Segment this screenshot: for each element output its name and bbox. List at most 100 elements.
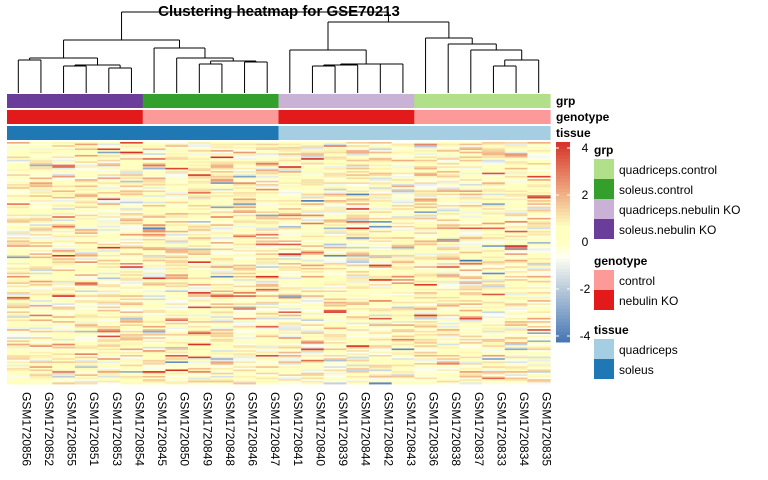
heatmap-cell bbox=[527, 358, 551, 361]
heatmap-cell bbox=[414, 308, 438, 311]
heatmap-cell bbox=[7, 208, 31, 211]
heatmap-cell bbox=[29, 261, 53, 264]
heatmap-cell bbox=[29, 180, 53, 183]
heatmap-cell bbox=[346, 221, 370, 224]
heatmap-cell bbox=[369, 261, 393, 264]
heatmap-cell bbox=[391, 251, 415, 254]
heatmap-cell bbox=[346, 277, 370, 280]
heatmap-cell bbox=[120, 206, 144, 209]
heatmap-cell bbox=[165, 283, 189, 286]
heatmap-cell bbox=[323, 188, 347, 191]
heatmap-cell bbox=[436, 324, 461, 327]
heatmap-cell bbox=[29, 351, 53, 354]
heatmap-cell bbox=[165, 208, 189, 211]
heatmap-cell bbox=[436, 343, 461, 346]
heatmap-cell bbox=[255, 345, 280, 348]
heatmap-cell bbox=[436, 146, 461, 149]
annotation-cell-genotype bbox=[278, 110, 302, 124]
heatmap-cell bbox=[188, 216, 212, 219]
heatmap-cell bbox=[369, 209, 393, 212]
heatmap-cell bbox=[52, 256, 76, 259]
heatmap-cell bbox=[255, 238, 280, 241]
heatmap-cell bbox=[278, 348, 302, 351]
heatmap-cell bbox=[29, 206, 53, 209]
heatmap-cell bbox=[527, 292, 551, 295]
heatmap-cell bbox=[7, 290, 31, 293]
annotation-cell-grp bbox=[301, 94, 325, 108]
heatmap-cell bbox=[210, 298, 234, 301]
heatmap-cell bbox=[52, 221, 76, 224]
heatmap-cell bbox=[504, 324, 528, 327]
heatmap-cell bbox=[414, 382, 438, 385]
heatmap-cell bbox=[52, 269, 76, 272]
heatmap-cell bbox=[52, 240, 76, 243]
heatmap-cell bbox=[527, 150, 551, 153]
heatmap-cell bbox=[165, 142, 189, 145]
heatmap-cell bbox=[414, 243, 438, 246]
heatmap-cell bbox=[414, 311, 438, 314]
heatmap-cell bbox=[97, 345, 121, 348]
heatmap-cell bbox=[165, 330, 189, 333]
heatmap-cell bbox=[142, 375, 166, 378]
heatmap-cell bbox=[436, 279, 461, 282]
heatmap-cell bbox=[391, 338, 415, 341]
heatmap-cell bbox=[188, 242, 212, 245]
heatmap-cell bbox=[504, 271, 528, 274]
heatmap-cell bbox=[369, 259, 393, 262]
heatmap-cell bbox=[414, 229, 438, 232]
heatmap-cell bbox=[142, 308, 166, 311]
heatmap-cell bbox=[74, 361, 99, 364]
heatmap-cell bbox=[210, 330, 234, 333]
heatmap-cell bbox=[255, 159, 280, 162]
heatmap-cell bbox=[278, 214, 302, 217]
heatmap-cell bbox=[97, 285, 121, 288]
heatmap-cell bbox=[233, 316, 257, 319]
heatmap-cell bbox=[7, 371, 31, 374]
heatmap-cell bbox=[391, 280, 415, 283]
heatmap-cell bbox=[52, 182, 76, 185]
heatmap-cell bbox=[255, 179, 280, 182]
heatmap-cell bbox=[527, 327, 551, 330]
heatmap-cell bbox=[414, 346, 438, 349]
heatmap-cell bbox=[7, 185, 31, 188]
heatmap-cell bbox=[301, 201, 325, 204]
heatmap-cell bbox=[414, 335, 438, 338]
heatmap-cell bbox=[414, 290, 438, 293]
heatmap-cell bbox=[255, 266, 280, 269]
heatmap-cell bbox=[414, 269, 438, 272]
heatmap-cell bbox=[482, 158, 506, 161]
heatmap-cell bbox=[7, 282, 31, 285]
heatmap-cell bbox=[97, 151, 121, 154]
heatmap-cell bbox=[414, 203, 438, 206]
heatmap-cell bbox=[278, 200, 302, 203]
heatmap-cell bbox=[323, 208, 347, 211]
heatmap-cell bbox=[414, 166, 438, 169]
heatmap-cell bbox=[369, 327, 393, 330]
heatmap-cell bbox=[142, 345, 166, 348]
heatmap-cell bbox=[120, 172, 144, 175]
heatmap-cell bbox=[120, 332, 144, 335]
heatmap-cell bbox=[52, 209, 76, 212]
heatmap-cell bbox=[165, 246, 189, 249]
heatmap-cell bbox=[120, 161, 144, 164]
heatmap-cell bbox=[391, 314, 415, 317]
heatmap-cell bbox=[301, 304, 325, 307]
heatmap-cell bbox=[369, 235, 393, 238]
heatmap-cell bbox=[210, 311, 234, 314]
heatmap-cell bbox=[210, 161, 234, 164]
heatmap-cell bbox=[142, 261, 166, 264]
heatmap-cell bbox=[369, 229, 393, 232]
heatmap-cell bbox=[120, 369, 144, 372]
heatmap-cell bbox=[391, 369, 415, 372]
heatmap-cell bbox=[165, 322, 189, 325]
heatmap-cell bbox=[210, 219, 234, 222]
heatmap-cell bbox=[527, 356, 551, 359]
heatmap-cell bbox=[436, 333, 461, 336]
heatmap-cell bbox=[210, 313, 234, 316]
heatmap-cell bbox=[142, 324, 166, 327]
heatmap-cell bbox=[323, 142, 347, 145]
heatmap-cell bbox=[459, 212, 483, 215]
heatmap-cell bbox=[97, 246, 121, 249]
heatmap-cell bbox=[436, 227, 461, 230]
heatmap-cell bbox=[369, 206, 393, 209]
